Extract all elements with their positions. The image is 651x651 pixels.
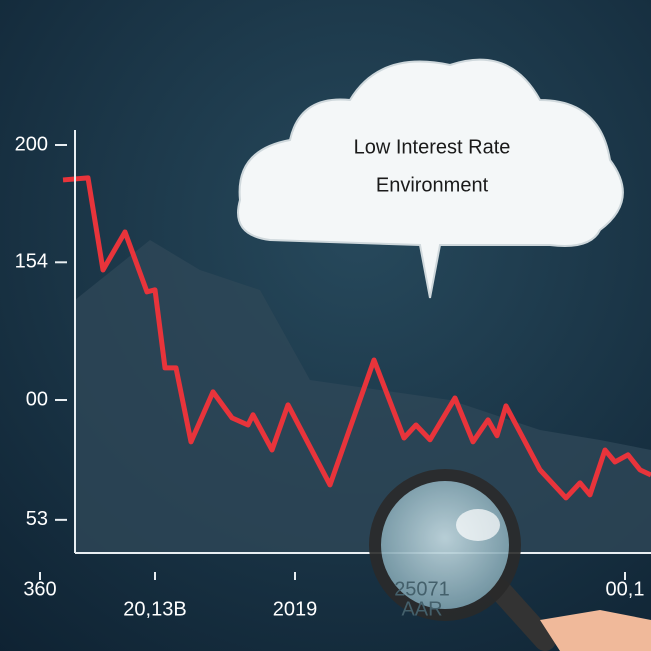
- lens-text: AAR: [401, 598, 442, 620]
- y-tick-label: 200: [15, 133, 48, 155]
- data-line: [62, 175, 651, 501]
- x-tick-label: 00,1: [606, 578, 645, 600]
- lens-text: 25071: [394, 578, 450, 600]
- y-tick-label: 154: [15, 251, 48, 273]
- x-tick-label: 2019: [273, 598, 318, 620]
- magnifier: 25071 AAR: [369, 469, 651, 651]
- y-tick-label: 53: [26, 508, 48, 530]
- annotation-line: Low Interest Rate: [354, 136, 511, 158]
- annotation-line: Environment: [376, 174, 489, 196]
- plot: [62, 175, 651, 501]
- y-tick-label: 00: [26, 388, 48, 410]
- x-tick-label: 20,13B: [123, 598, 186, 620]
- x-tick-label: 360: [23, 578, 56, 600]
- cloud: Low Interest Rate Environment: [237, 58, 624, 299]
